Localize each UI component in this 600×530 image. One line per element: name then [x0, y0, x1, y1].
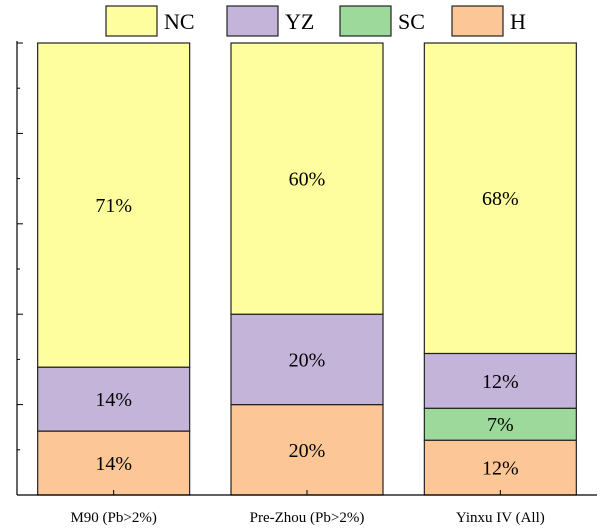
data-label-yz-1: 14% [95, 389, 132, 411]
bar-nc-3 [423, 42, 577, 355]
bar-yz-3 [423, 352, 577, 409]
bar-yz-2 [230, 313, 384, 406]
legend-label-yz: YZ [285, 9, 314, 34]
data-label-h-2: 20% [289, 440, 326, 462]
x-tick-label-2: Pre-Zhou (Pb>2%) [250, 510, 365, 526]
data-label-nc-1: 71% [95, 195, 132, 217]
bar-h-2 [230, 404, 384, 496]
data-label-yz-3: 12% [482, 371, 519, 393]
legend-swatch-nc [105, 5, 158, 37]
legend-swatch-yz [226, 5, 279, 37]
bars-group [37, 42, 577, 496]
legend-label-sc: SC [398, 9, 425, 34]
data-label-h-1: 14% [95, 453, 132, 475]
bar-nc-1 [37, 42, 191, 368]
data-label-yz-2: 20% [289, 349, 326, 371]
segment-labels-group: 14% 14% 71% 20% 20% 60% 12% 7% 12% 68% [95, 169, 518, 480]
data-label-nc-2: 60% [289, 169, 326, 191]
x-tick-label-1: M90 (Pb>2%) [70, 510, 156, 526]
legend-swatch-h [451, 5, 504, 37]
bar-h-1 [37, 430, 191, 496]
legend-label-nc: NC [164, 9, 195, 34]
bar-yz-1 [37, 366, 191, 432]
x-tick-labels-group: M90 (Pb>2%) Pre-Zhou (Pb>2%) Yinxu IV (All… [70, 510, 544, 526]
bar-sc-3 [423, 407, 577, 441]
axes-group [16, 41, 597, 496]
data-label-sc-3: 7% [487, 414, 514, 436]
x-tick-label-3: Yinxu IV (All) [456, 510, 545, 526]
legend-swatch-sc [339, 5, 392, 37]
bar-nc-2 [230, 42, 384, 315]
legend-label-h: H [510, 9, 526, 34]
data-label-nc-3: 68% [482, 188, 519, 210]
legend: NC YZ SC H [105, 5, 526, 37]
data-label-h-3: 12% [482, 458, 519, 480]
